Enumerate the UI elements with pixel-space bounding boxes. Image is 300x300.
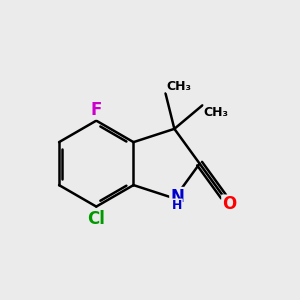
Text: F: F: [91, 101, 102, 119]
Text: H: H: [172, 199, 182, 212]
Text: CH₃: CH₃: [204, 106, 229, 119]
Text: CH₃: CH₃: [167, 80, 192, 93]
Text: O: O: [222, 195, 236, 213]
Text: Cl: Cl: [87, 210, 105, 228]
Text: N: N: [170, 188, 184, 206]
